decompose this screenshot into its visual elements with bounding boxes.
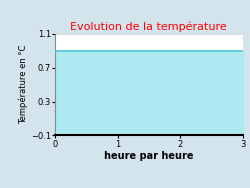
Title: Evolution de la température: Evolution de la température — [70, 21, 227, 32]
X-axis label: heure par heure: heure par heure — [104, 151, 194, 161]
Y-axis label: Température en °C: Température en °C — [18, 45, 28, 124]
